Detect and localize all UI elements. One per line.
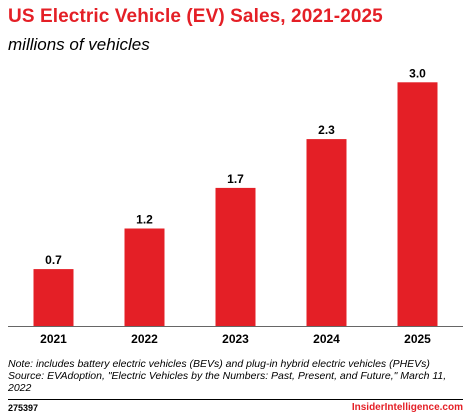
x-tick-label-2022: 2022 [131, 332, 158, 346]
chart-subtitle: millions of vehicles [8, 35, 150, 54]
bar-value-label-2025: 3.0 [409, 66, 426, 80]
x-tick-label-2025: 2025 [404, 332, 431, 346]
value-labels-layer: 0.7 1.2 1.7 2.3 3.0 [45, 66, 426, 267]
x-tick-label-2024: 2024 [313, 332, 340, 346]
source-text-continued: 2022 [8, 382, 32, 394]
bar-2025 [397, 82, 438, 327]
x-tick-label-2021: 2021 [40, 332, 67, 346]
bar-2024 [306, 139, 347, 326]
footer-divider [8, 399, 463, 400]
chart-notes: Note: includes battery electric vehicles… [8, 358, 464, 394]
bar-value-label-2023: 1.7 [227, 172, 244, 186]
bar-value-label-2021: 0.7 [45, 253, 62, 267]
source-text: Source: EVAdoption, "Electric Vehicles b… [8, 370, 447, 382]
bar-value-label-2024: 2.3 [318, 123, 335, 137]
bar-2022 [124, 228, 165, 326]
chart-id: 275397 [8, 403, 39, 413]
brand-link[interactable]: InsiderIntelligence.com [351, 402, 463, 413]
bar-2023 [215, 187, 256, 326]
chart-title: US Electric Vehicle (EV) Sales, 2021-202… [8, 6, 383, 27]
x-tick-label-2023: 2023 [222, 332, 249, 346]
bar-2021 [33, 269, 74, 326]
note-text: Note: includes battery electric vehicles… [8, 358, 430, 370]
bars-layer [33, 82, 438, 327]
bar-value-label-2022: 1.2 [136, 213, 153, 227]
x-tick-labels-layer: 2021 2022 2023 2024 2025 [40, 332, 431, 346]
